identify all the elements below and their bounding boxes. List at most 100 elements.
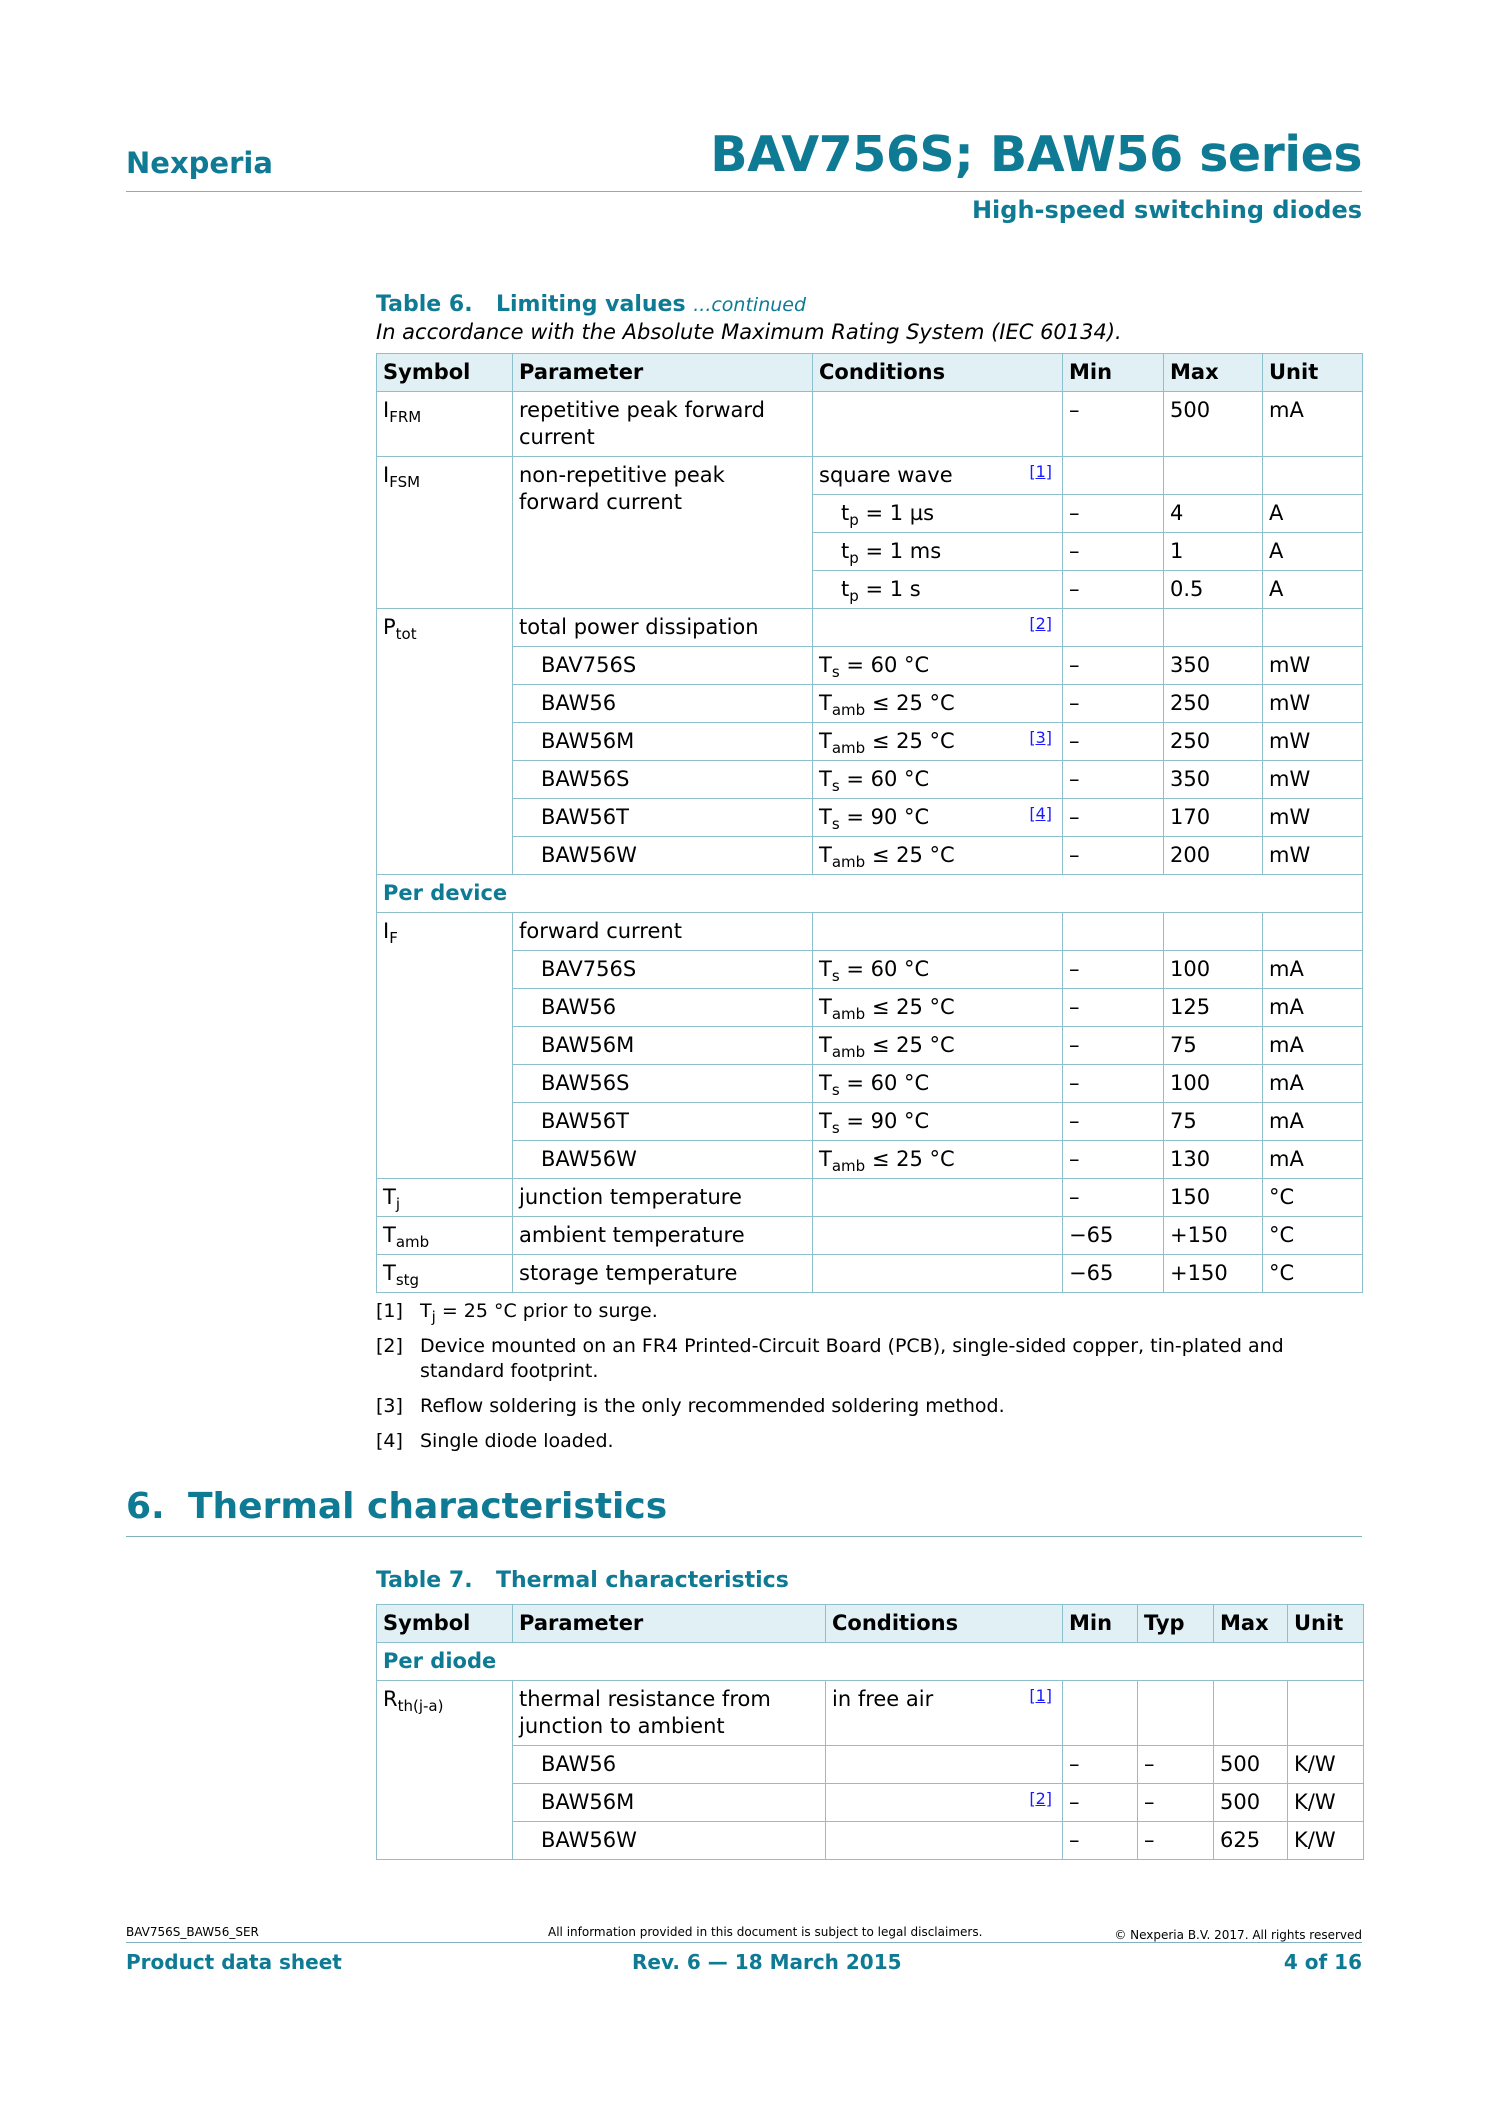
max-cell: 1 <box>1163 532 1263 571</box>
symbol-cell: IFSM <box>376 456 513 609</box>
parameter-cell: thermal resistance from junction to ambi… <box>512 1680 826 1746</box>
column-header: Conditions <box>825 1604 1063 1643</box>
unit-cell: mW <box>1262 798 1363 837</box>
section-number: 6. <box>126 1486 165 1527</box>
table-row: Rth(j-a) thermal resistance from junction… <box>376 1680 1364 1860</box>
min-cell: – <box>1062 684 1164 723</box>
parameter-cell: BAW56M <box>512 722 813 761</box>
max-cell: 200 <box>1163 836 1263 875</box>
parameter-cell: non-repetitive peak forward current <box>512 456 813 609</box>
footnote-ref: [4] <box>376 1430 403 1452</box>
footnote: [4] Single diode loaded. <box>376 1429 1366 1454</box>
unit-cell: mA <box>1262 1026 1363 1065</box>
unit-cell: °C <box>1262 1216 1363 1255</box>
column-header: Max <box>1163 353 1263 392</box>
table-notes: [1] Tj = 25 °C prior to surge. [2] Device m… <box>376 1299 1366 1464</box>
min-cell: −65 <box>1062 1216 1164 1255</box>
parameter-cell: BAW56 <box>512 684 813 723</box>
condition-value: = 90 °C <box>839 805 930 829</box>
max-cell: +150 <box>1163 1254 1263 1293</box>
footnote-link[interactable]: [1] <box>1029 1686 1052 1705</box>
max-cell: 500 <box>1213 1745 1288 1784</box>
symbol-cell: Rth(j-a) <box>376 1680 513 1860</box>
footer-disclaimer: All information provided in this documen… <box>548 1925 983 1939</box>
max-cell <box>1163 608 1263 647</box>
parameter-cell: BAW56S <box>512 1064 813 1103</box>
condition-base: t <box>841 501 850 525</box>
table-row: IFSM non-repetitive peak forward current s… <box>376 456 1363 609</box>
table-row: BAW56W Tamb ≤ 25 °C –200 mW <box>377 836 1363 875</box>
condition-value: = 60 °C <box>839 767 930 791</box>
min-cell: – <box>1062 760 1164 799</box>
condition: Tamb ≤ 25 °C <box>819 995 955 1022</box>
min-cell: – <box>1062 988 1164 1027</box>
condition-value: = 60 °C <box>839 957 930 981</box>
footnote-link[interactable]: [1] <box>1029 462 1052 481</box>
group-label: Per device <box>376 874 1363 913</box>
max-cell: 625 <box>1213 1821 1288 1860</box>
condition-subscript: amb <box>831 1005 866 1023</box>
conditions-cell: Ts = 60 °C <box>812 646 1063 685</box>
footnote-body: = 25 °C prior to surge. <box>435 1300 658 1322</box>
symbol: T <box>383 1261 396 1285</box>
conditions-cell: Ts = 60 °C <box>812 950 1063 989</box>
parameter-cell: BAW56W <box>512 836 813 875</box>
unit-cell: K/W <box>1287 1821 1364 1860</box>
symbol-subscript: amb <box>395 1233 430 1251</box>
condition-subscript: amb <box>831 1157 866 1175</box>
condition-subscript: amb <box>831 853 866 871</box>
symbol-cell: Ptot <box>376 608 513 875</box>
header-divider <box>126 191 1362 192</box>
max-cell <box>1213 1680 1288 1746</box>
table-row: BAW56M Tamb ≤ 25 °C [3] –250 mW <box>377 722 1363 761</box>
section-heading: 6. Thermal characteristics <box>126 1486 667 1527</box>
table6-title: Limiting values <box>496 292 686 317</box>
column-header: Unit <box>1262 353 1363 392</box>
condition-value: = 1 ms <box>858 539 942 563</box>
symbol: R <box>383 1687 398 1711</box>
min-cell: – <box>1062 1178 1164 1217</box>
table-row: Ptot total power dissipation [2] <box>376 608 1363 875</box>
symbol-cell: Tj <box>376 1178 513 1217</box>
conditions-cell: Ts = 60 °C <box>812 1064 1063 1103</box>
footnote-link[interactable]: [4] <box>1029 804 1052 823</box>
min-cell: – <box>1062 391 1164 457</box>
footer-copyright: © Nexperia B.V. 2017. All rights reserve… <box>1114 1928 1362 1942</box>
max-cell: 250 <box>1163 684 1263 723</box>
condition-subscript: p <box>849 549 859 567</box>
max-cell: 500 <box>1163 391 1263 457</box>
conditions-cell: tp = 1 s <box>812 570 1063 609</box>
condition-subscript: p <box>849 511 859 529</box>
min-cell: – <box>1062 798 1164 837</box>
footnote-link[interactable]: [3] <box>1029 728 1052 747</box>
min-cell: – <box>1062 722 1164 761</box>
condition-subscript: amb <box>831 739 866 757</box>
max-cell: 4 <box>1163 494 1263 533</box>
footnote: [3] Reflow soldering is the only recommen… <box>376 1394 1366 1419</box>
min-cell: – <box>1062 570 1164 609</box>
condition-base: T <box>819 1071 832 1095</box>
footnote-link[interactable]: [2] <box>1029 614 1052 633</box>
table6-continued: ...continued <box>693 294 807 316</box>
symbol-cell: Tstg <box>376 1254 513 1293</box>
conditions-cell: in free air [1] <box>825 1680 1063 1746</box>
conditions-cell <box>812 912 1063 951</box>
unit-cell: mA <box>1262 950 1363 989</box>
symbol: T <box>383 1185 396 1209</box>
footnote-link[interactable]: [2] <box>1029 1789 1052 1808</box>
min-cell: – <box>1062 1783 1138 1822</box>
max-cell: 125 <box>1163 988 1263 1027</box>
footnote-text: Device mounted on an FR4 Printed-Circuit… <box>420 1334 1366 1384</box>
parameter-cell: forward current <box>512 912 813 951</box>
parameter-cell: ambient temperature <box>512 1216 813 1255</box>
unit-cell: mW <box>1262 836 1363 875</box>
condition-base: t <box>841 577 850 601</box>
symbol: I <box>383 919 390 943</box>
table-row: Tj junction temperature –150 °C <box>376 1178 1363 1217</box>
group-row: Per diode <box>376 1642 1364 1681</box>
max-cell: +150 <box>1163 1216 1263 1255</box>
condition-subscript: s <box>831 777 840 795</box>
document-title: BAV756S; BAW56 series <box>710 126 1362 183</box>
conditions-cell <box>825 1745 1063 1784</box>
column-header: Max <box>1213 1604 1288 1643</box>
